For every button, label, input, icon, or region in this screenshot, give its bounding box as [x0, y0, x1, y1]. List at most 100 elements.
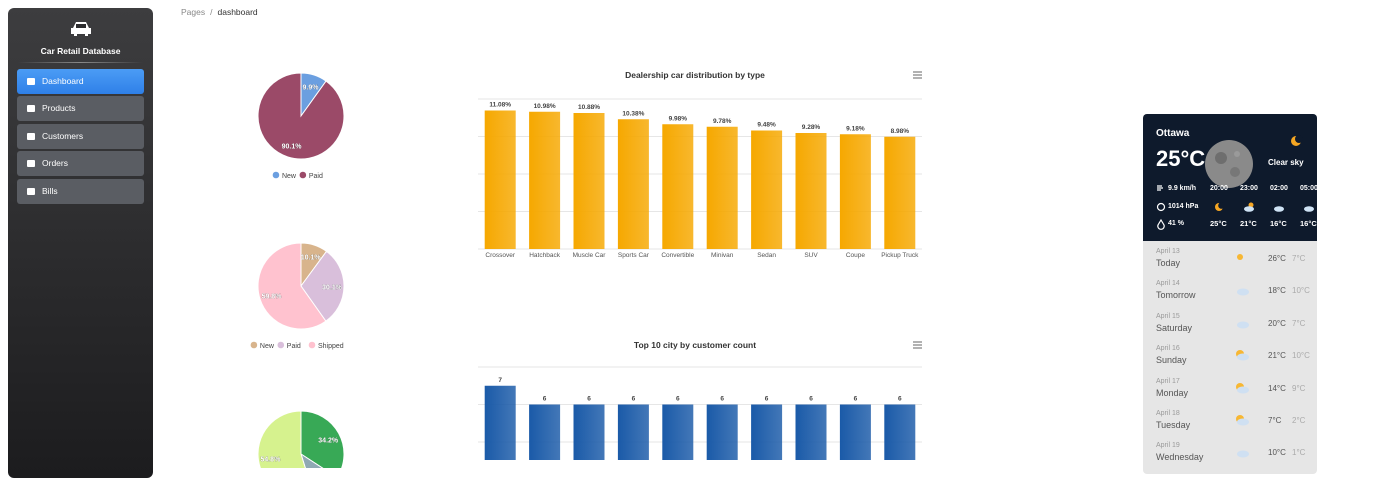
value-label: 6 — [543, 396, 547, 403]
nav-item[interactable]: Products — [17, 96, 144, 122]
divider — [18, 62, 143, 63]
stat-icons — [1156, 185, 1166, 230]
day-date: April 18 — [1156, 410, 1180, 417]
legend-marker — [277, 341, 285, 349]
cloud — [1274, 206, 1284, 212]
nav-item[interactable]: Dashboard — [17, 69, 144, 94]
breadcrumb-item[interactable]: Pages — [181, 7, 206, 17]
day-name: Wednesday — [1156, 452, 1204, 463]
value-label: 9.98% — [669, 115, 688, 122]
bar-chart: Dealership car distribution by type 11.08… — [478, 70, 922, 259]
slice-label: 54.8% — [260, 457, 281, 464]
forecast-row: April 16 Sunday 21°C 10°C — [1143, 343, 1317, 375]
humidity: 41 % — [1168, 220, 1184, 227]
value-label: 10.88% — [578, 104, 600, 111]
day-icon — [1236, 415, 1249, 426]
bar — [617, 404, 649, 460]
day-date: April 13 — [1156, 248, 1180, 255]
pressure: 1014 hPa — [1168, 203, 1199, 210]
bar-chart: Top 10 city by customer count 7 6 6 6 6 6 6 6 6 6 — [478, 340, 922, 460]
slice-label: 90.1% — [282, 143, 303, 150]
cloud — [1237, 288, 1249, 296]
day-date: April 19 — [1156, 442, 1180, 450]
current-temp: 25°C — [1156, 146, 1206, 171]
value-label: 9.28% — [802, 124, 821, 131]
pie-chart: 9.9% 90.1% New Paid — [257, 72, 345, 180]
hour-time: 05:00 — [1300, 185, 1317, 192]
day-icon — [1236, 350, 1249, 361]
moon-image — [1205, 140, 1253, 188]
day-low: 7°C — [1292, 254, 1306, 263]
x-tick-label: Pickup Truck — [881, 252, 919, 259]
legend-label: Paid — [309, 173, 323, 180]
day-high: 18°C — [1268, 286, 1286, 296]
value-label: 6 — [765, 396, 769, 403]
pie-slice — [300, 410, 345, 468]
pie-slice — [300, 250, 345, 322]
day-low: 7°C — [1292, 318, 1306, 328]
hour-icon — [1215, 202, 1225, 211]
day-high: 21°C — [1268, 351, 1286, 361]
cloud — [1237, 418, 1249, 426]
day-low: 1°C — [1292, 448, 1306, 458]
day-high: 20°C — [1268, 318, 1286, 328]
value-label: 11.08% — [489, 102, 511, 109]
cloud — [1304, 206, 1314, 212]
value-label: 6 — [632, 396, 636, 403]
nav-item[interactable]: Bills — [17, 178, 144, 204]
day-high: 14°C — [1268, 383, 1286, 393]
day-low: 10°C — [1292, 351, 1310, 361]
day-high: 10°C — [1268, 448, 1286, 458]
day-icon — [1237, 450, 1249, 458]
bar — [662, 124, 694, 249]
bar — [529, 404, 561, 460]
day-low: 10°C — [1292, 286, 1310, 296]
legend-label: Shipped — [318, 343, 344, 350]
value-label: 10.98% — [534, 103, 556, 110]
hour-time: 20:00 — [1210, 185, 1228, 192]
cloud — [1237, 386, 1249, 394]
wind: 9.9 km/h — [1168, 185, 1197, 192]
value-label: 9.78% — [713, 118, 732, 125]
bar — [529, 111, 561, 249]
value-label: 9.18% — [846, 125, 865, 132]
day-icon — [1236, 382, 1249, 394]
bar — [751, 130, 783, 249]
day-name: Sunday — [1156, 355, 1187, 366]
hour-time: 23:00 — [1240, 185, 1258, 192]
day-date: April 14 — [1156, 280, 1180, 288]
value-label: 9.48% — [757, 122, 776, 129]
hour-temp: 16°C — [1270, 219, 1287, 228]
day-name: Saturday — [1156, 322, 1193, 333]
pie-chart: 34.2% 54.8% — [257, 410, 345, 468]
weather-widget: Ottawa 25°C Clear sky 9.9 km/h 1014 hPa … — [1143, 114, 1317, 474]
legend-label: New — [260, 343, 275, 350]
nav-item[interactable]: Orders — [17, 151, 144, 177]
sun — [1237, 254, 1243, 260]
bar — [662, 404, 694, 460]
day-name: Monday — [1156, 387, 1189, 398]
bar — [795, 404, 827, 460]
hour-temp: 21°C — [1240, 219, 1257, 228]
slice-label: 59.8% — [262, 293, 283, 300]
chart-menu[interactable] — [913, 71, 922, 79]
bar — [706, 404, 738, 460]
pie-chart: 10.1% 30.1% 59.8% New Paid Shipped — [250, 242, 345, 350]
night-icon — [1291, 135, 1303, 146]
bar — [573, 404, 605, 460]
x-tick-label: Sports Car — [618, 252, 650, 259]
nav-item[interactable]: Customers — [17, 123, 144, 149]
bar — [795, 133, 827, 249]
chart-menu[interactable] — [913, 341, 922, 349]
city: Ottawa — [1156, 128, 1190, 139]
value-label: 10.38% — [622, 110, 644, 117]
bar — [617, 119, 649, 249]
page: { "sidebar": {"title": "Car Retail Datab… — [8, 7, 1317, 478]
value-label: 7 — [498, 377, 502, 384]
x-tick-label: Convertible — [661, 252, 694, 259]
value-label: 6 — [720, 396, 724, 403]
cloud — [1244, 206, 1254, 212]
forecast-row: April 17 Monday 14°C 9°C — [1143, 376, 1317, 408]
value-label: 6 — [809, 396, 813, 403]
slice-label: 10.1% — [301, 255, 322, 262]
